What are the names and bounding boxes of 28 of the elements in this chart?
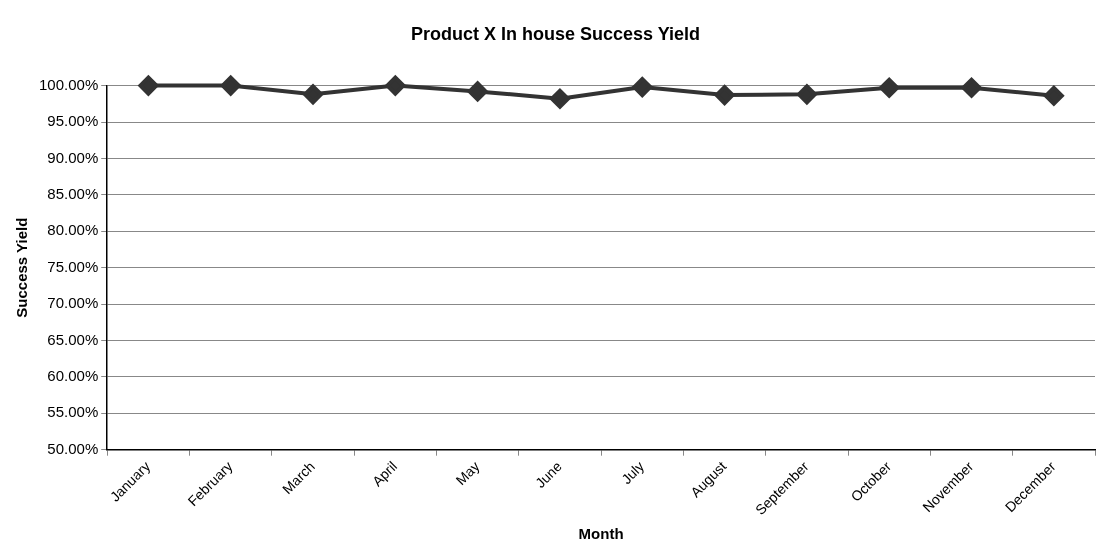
y-tick-label: 55.00% <box>47 403 99 421</box>
y-tick-label: 75.00% <box>47 257 99 275</box>
point <box>714 85 735 106</box>
point <box>220 75 241 96</box>
point <box>796 84 817 105</box>
point <box>138 75 159 96</box>
chart-title: Product X In house Success Yield <box>410 23 701 44</box>
x-tick-label: May <box>452 458 483 489</box>
y-tick-label: 85.00% <box>47 184 99 202</box>
point <box>961 77 982 98</box>
y-axis-title: Success Yield <box>13 217 31 318</box>
y-tick-label: 90.00% <box>47 148 99 166</box>
point <box>879 77 900 98</box>
y-tick-label: 80.00% <box>47 221 99 239</box>
y-tick-label: 50.00% <box>47 439 99 457</box>
y-tick-label: 70.00% <box>47 294 99 312</box>
point <box>303 84 324 105</box>
y-tick-label: 100.00% <box>39 75 99 93</box>
y-tick-label: 95.00% <box>47 112 99 130</box>
x-tick-label: July <box>618 458 648 488</box>
point <box>467 81 488 102</box>
point <box>632 77 653 98</box>
x-axis-title: Month <box>578 525 624 543</box>
point <box>549 88 570 109</box>
point <box>1043 85 1064 106</box>
y-tick-label: 65.00% <box>47 330 99 348</box>
point <box>385 75 406 96</box>
y-tick-label: 60.00% <box>47 367 99 385</box>
